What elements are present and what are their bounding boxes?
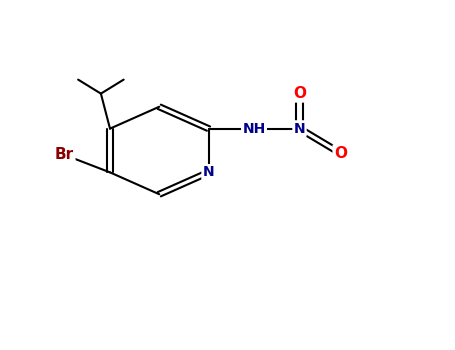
Text: N: N	[293, 122, 305, 136]
Text: NH: NH	[243, 122, 266, 136]
Text: Br: Br	[55, 147, 74, 162]
Text: O: O	[293, 86, 306, 101]
Text: N: N	[202, 166, 214, 180]
Text: O: O	[334, 146, 347, 161]
